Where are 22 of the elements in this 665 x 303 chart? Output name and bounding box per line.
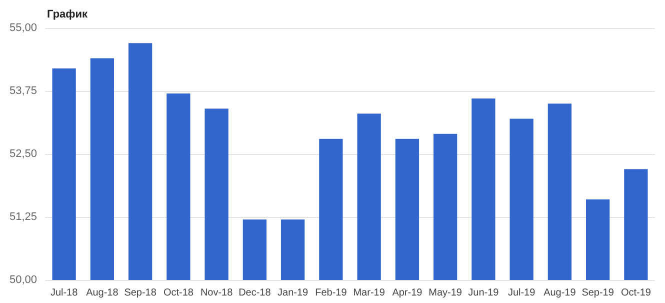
y-tick-label: 52,50	[9, 148, 37, 160]
y-tick-label: 55,00	[9, 22, 37, 34]
x-tick-label: Jan-19	[278, 288, 309, 298]
x-tick-label: Jul-19	[508, 288, 536, 298]
x-tick-label: Jun-19	[468, 288, 500, 298]
chart-title: График	[47, 8, 88, 20]
x-tick-label: Apr-19	[392, 288, 423, 298]
x-tick-label: Aug-19	[544, 288, 576, 298]
x-tick-label: Nov-18	[200, 288, 234, 298]
x-tick-label: Jul-18	[50, 288, 78, 298]
x-tick-label: Oct-19	[620, 288, 652, 298]
x-tick-label: Sep-18	[124, 288, 157, 298]
x-tick-label: Dec-18	[238, 288, 272, 298]
y-tick-label: 53,75	[9, 85, 37, 97]
x-tick-label: Oct-18	[163, 288, 194, 298]
x-tick-label: Mar-19	[353, 288, 386, 298]
y-tick-label: 50,00	[9, 274, 37, 286]
y-tick-label: 51,25	[9, 211, 37, 223]
x-tick-label: Feb-19	[315, 288, 348, 298]
x-tick-label: Sep-19	[582, 288, 614, 298]
x-tick-label: May-19	[428, 288, 462, 298]
x-tick-label: Aug-18	[86, 288, 119, 298]
